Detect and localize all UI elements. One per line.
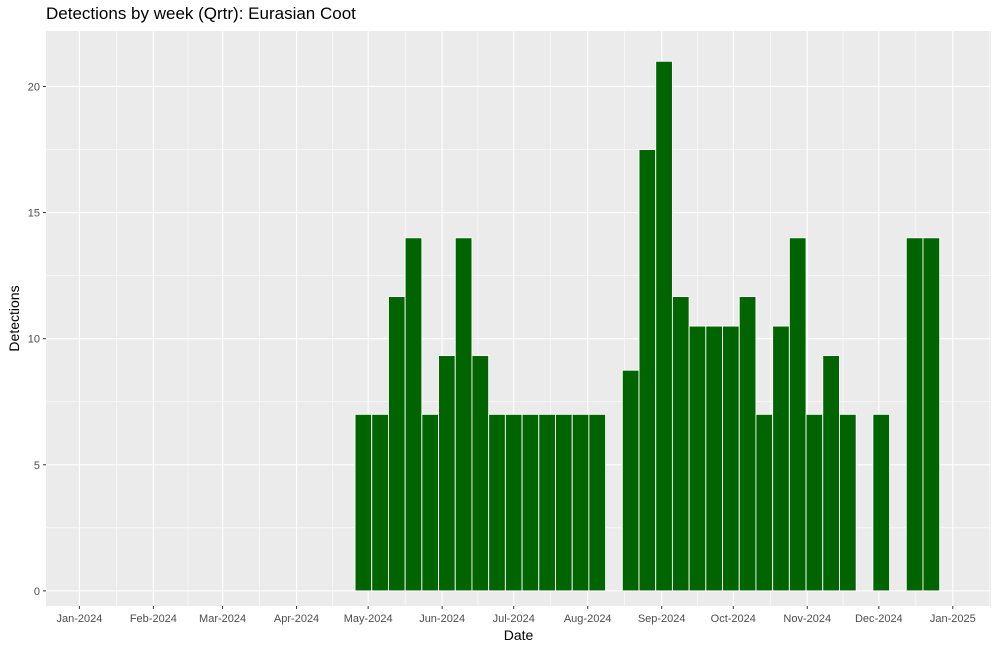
x-tick-label: Jul-2024 (493, 613, 535, 625)
bar (538, 413, 556, 592)
bar (571, 413, 590, 592)
bar (488, 413, 506, 592)
bar (421, 413, 440, 592)
x-tick-label: Feb-2024 (130, 613, 177, 625)
y-tick-label: 0 (34, 586, 40, 598)
bar (805, 413, 824, 592)
bar (671, 296, 690, 592)
x-tick-label: Sep-2024 (638, 613, 686, 625)
bar (404, 237, 423, 592)
bar (788, 237, 807, 592)
bar (371, 413, 389, 592)
y-tick-label: 15 (28, 208, 40, 220)
bar (772, 325, 790, 592)
x-tick-label: Mar-2024 (199, 613, 246, 625)
bar (655, 60, 673, 592)
bar (438, 355, 456, 592)
bar (705, 325, 723, 592)
bar (722, 325, 740, 592)
bar (872, 413, 891, 592)
bar (755, 413, 774, 592)
bar (688, 325, 707, 592)
bar (454, 237, 473, 592)
bar (555, 413, 573, 592)
x-tick-label: Jan-2024 (56, 613, 102, 625)
chart-title: Detections by week (Qrtr): Eurasian Coot (46, 4, 356, 23)
x-tick-label: Jun-2024 (419, 613, 465, 625)
x-tick-label: Oct-2024 (711, 613, 756, 625)
bar (822, 355, 840, 592)
bar (521, 413, 540, 592)
x-axis-title: Date (504, 627, 534, 643)
y-axis-title: Detections (6, 285, 22, 351)
y-tick-label: 10 (28, 334, 40, 346)
bar-series (354, 60, 941, 592)
bar (504, 413, 523, 592)
x-tick-label: Apr-2024 (274, 613, 319, 625)
bar (387, 296, 406, 592)
bar (839, 413, 857, 592)
bar (471, 355, 490, 592)
bar (922, 237, 941, 592)
bar (621, 369, 640, 592)
x-tick-label: Nov-2024 (783, 613, 831, 625)
x-axis: Jan-2024 Feb-2024 Mar-2024 Apr-2024 May-2024… (56, 606, 976, 625)
bar (588, 413, 607, 592)
bar (905, 237, 924, 592)
bar (354, 413, 373, 592)
y-tick-label: 5 (34, 460, 40, 472)
y-tick-label: 20 (28, 81, 40, 93)
major-gridlines (46, 31, 991, 606)
bar (738, 296, 757, 592)
x-tick-label: Dec-2024 (855, 613, 903, 625)
x-tick-label: Jan-2025 (930, 613, 976, 625)
x-tick-label: May-2024 (344, 613, 393, 625)
y-axis: 0 5 10 15 20 (28, 81, 46, 598)
x-tick-label: Aug-2024 (564, 613, 612, 625)
bar (638, 149, 657, 592)
